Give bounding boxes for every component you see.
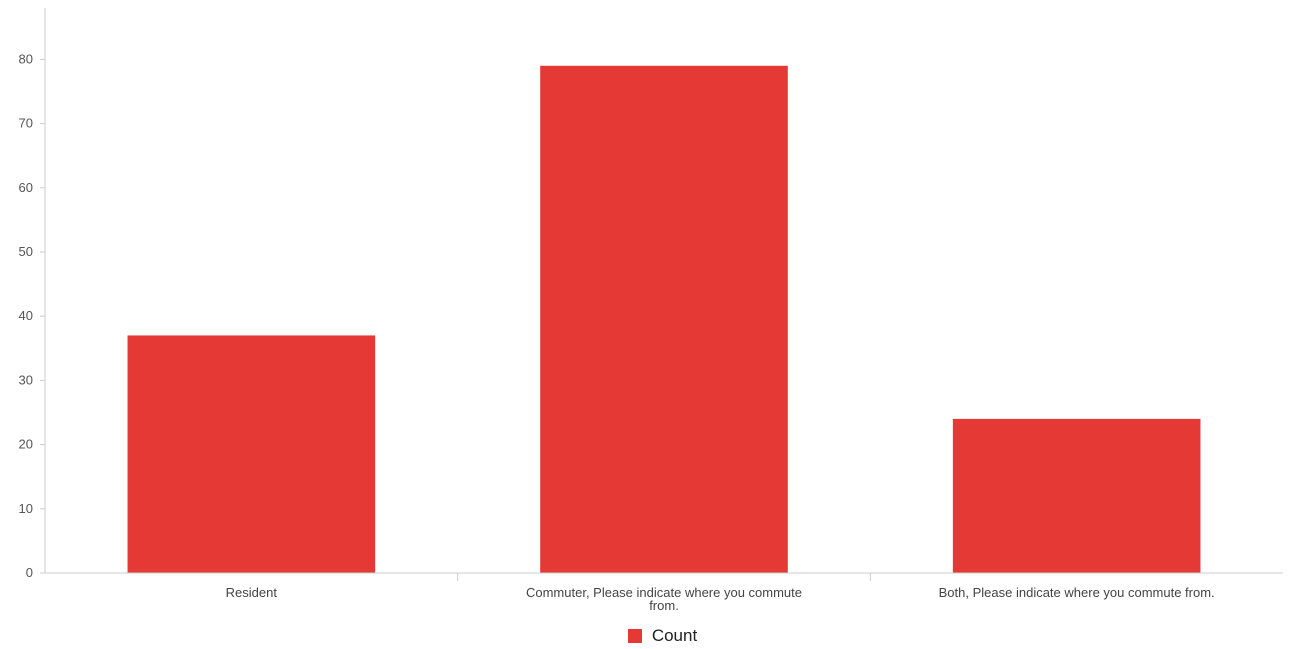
x-tick-label: Commuter, Please indicate where you comm… (526, 585, 802, 613)
bars (127, 65, 1201, 573)
y-tick-label: 60 (19, 180, 33, 195)
bar-1[interactable] (540, 65, 788, 573)
y-tick-label: 40 (19, 308, 33, 323)
legend: Count (0, 624, 1295, 648)
x-tick-label: Both, Please indicate where you commute … (939, 585, 1215, 600)
bar-0[interactable] (127, 335, 376, 573)
y-tick-label: 50 (19, 244, 33, 259)
x-axis-labels: Resident Commuter, Please indicate where … (226, 585, 1215, 613)
y-tick-label: 20 (19, 437, 33, 452)
y-tick-label: 0 (26, 565, 33, 580)
x-axis-separators (457, 573, 871, 581)
y-tick-label: 10 (19, 501, 33, 516)
y-axis-ticks: 0 10 20 30 40 50 60 70 80 (19, 51, 45, 580)
legend-swatch (627, 629, 642, 643)
legend-item-count[interactable]: Count (627, 626, 698, 646)
y-tick-label: 80 (19, 51, 33, 66)
y-tick-label: 30 (19, 372, 33, 387)
x-tick-label: Resident (226, 585, 278, 600)
y-tick-label: 70 (19, 116, 33, 131)
legend-label: Count (651, 626, 698, 645)
bar-2[interactable] (952, 418, 1201, 573)
